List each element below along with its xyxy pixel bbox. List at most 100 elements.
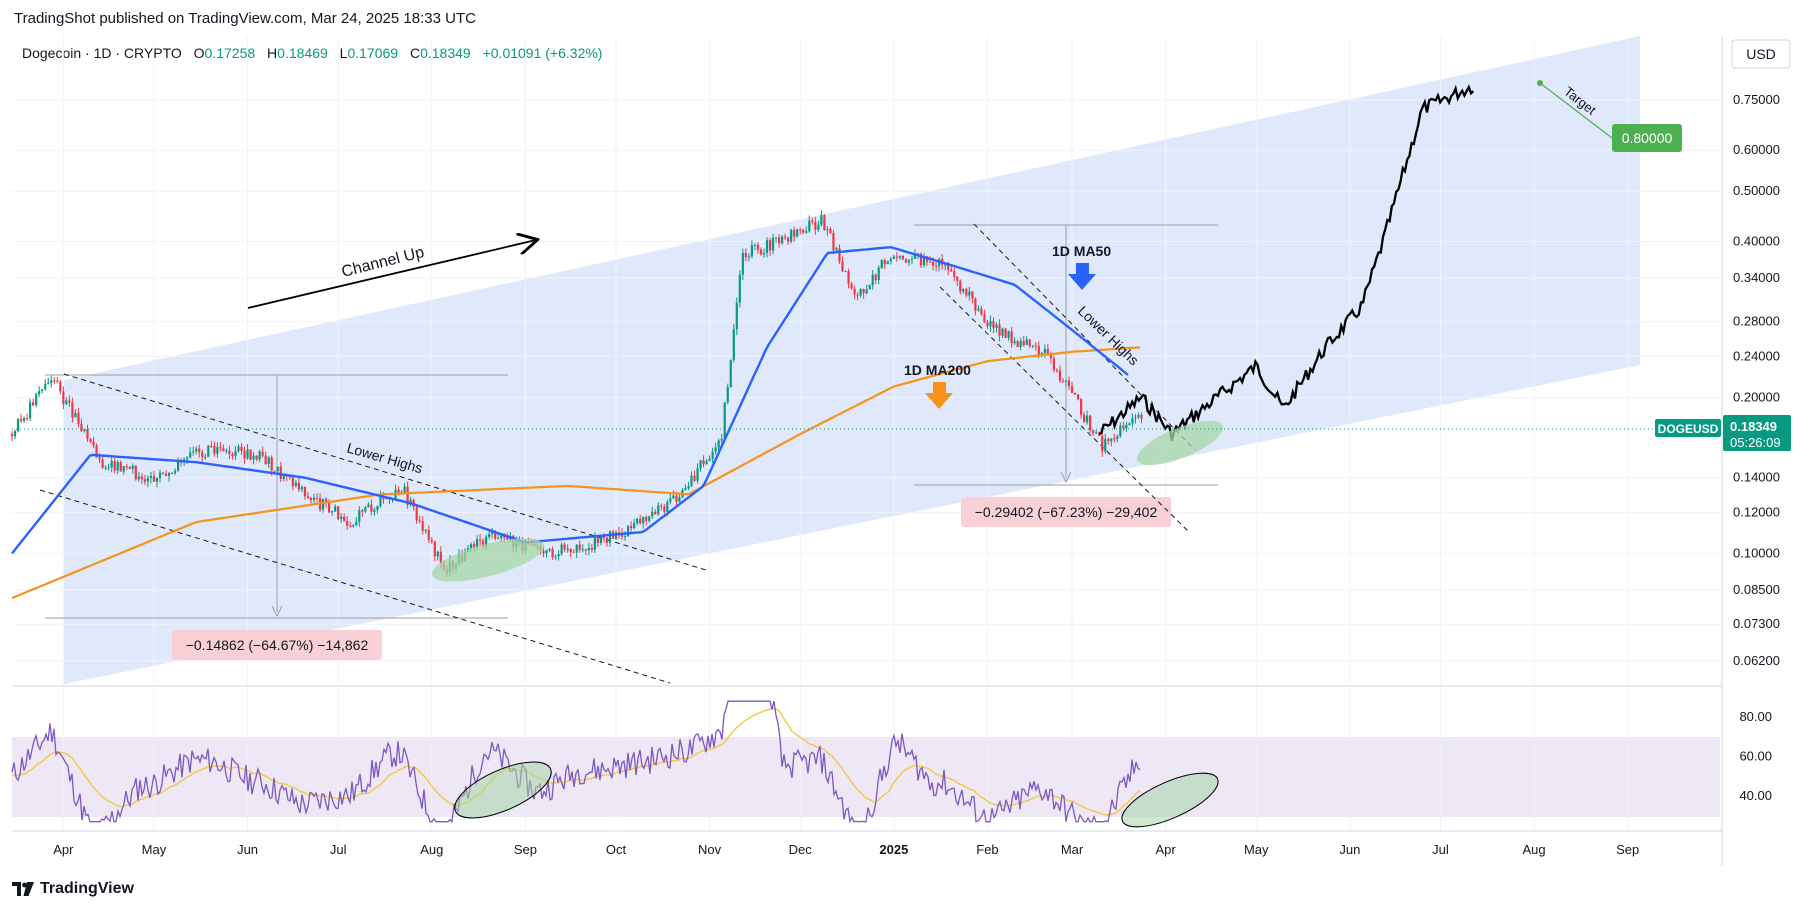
candle-body — [720, 439, 723, 441]
candle-body — [204, 456, 207, 458]
candle-body — [56, 380, 59, 382]
candle-body — [633, 523, 636, 529]
price-tick-label: 0.40000 — [1733, 233, 1780, 248]
candle-body — [195, 448, 198, 452]
candle-body — [735, 302, 738, 330]
candle-body — [965, 289, 968, 296]
candle-body — [1137, 414, 1140, 418]
time-tick-label: May — [1244, 842, 1269, 857]
candle-body — [548, 548, 551, 551]
accumulation-ellipse-2[interactable] — [1132, 412, 1229, 474]
candle-body — [1004, 328, 1007, 338]
rsi-axis-labels: 80.00 60.00 40.00 — [1739, 709, 1772, 803]
rsi-ma-line[interactable] — [11, 707, 1141, 817]
channel-up-arrow[interactable] — [247, 240, 536, 309]
candle-body — [306, 496, 310, 498]
candle-body — [726, 387, 729, 403]
rsi-ellipse-1[interactable] — [447, 751, 558, 830]
time-tick-label: Aug — [420, 842, 443, 857]
ma50-arrow-icon — [1068, 263, 1096, 290]
time-tick-label: Feb — [976, 842, 998, 857]
candle-body — [433, 541, 436, 557]
candle-body — [669, 498, 672, 502]
candle-body — [572, 552, 575, 554]
candle-body — [234, 450, 237, 457]
candle-body — [1101, 435, 1104, 452]
candle-body — [1064, 380, 1068, 382]
projection-path[interactable] — [1098, 84, 1475, 441]
candle-body — [349, 525, 352, 527]
measure-tool-2[interactable]: −0.29402 (−67.23%) −29,402 — [914, 224, 1218, 527]
candle-body — [995, 324, 998, 328]
candle-body — [856, 294, 859, 296]
target-badge[interactable] — [1612, 124, 1682, 152]
candle-body — [47, 382, 50, 385]
price-candles — [10, 210, 1143, 577]
ma200-line[interactable] — [11, 346, 1141, 600]
price-axis-labels: 0.75000 0.60000 0.50000 0.40000 0.34000 0.280… — [1733, 92, 1780, 668]
candle-body — [1140, 414, 1143, 419]
candle-body — [128, 467, 131, 469]
candle-body — [651, 511, 654, 517]
candle-body — [1043, 348, 1046, 354]
candle-body — [258, 451, 261, 460]
candle-body — [1134, 417, 1137, 419]
candle-body — [488, 534, 491, 537]
candle-body — [324, 499, 328, 503]
candle-body — [850, 283, 853, 289]
accumulation-ellipse-1[interactable] — [428, 530, 548, 591]
candle-body — [771, 237, 775, 251]
candle-body — [125, 466, 128, 468]
price-tick-label: 0.12000 — [1733, 504, 1780, 519]
candle-body — [361, 510, 364, 512]
candle-body — [1055, 370, 1059, 372]
rsi-ellipse-2[interactable] — [1115, 762, 1225, 837]
candle-body — [657, 505, 660, 515]
candle-body — [781, 236, 784, 244]
candle-body — [817, 224, 820, 230]
time-tick-label: Oct — [606, 842, 627, 857]
candle-body — [865, 289, 868, 294]
time-tick-label: Jun — [1339, 842, 1360, 857]
candle-body — [578, 544, 581, 550]
candle-body — [953, 271, 956, 277]
candle-body — [1028, 339, 1031, 347]
candle-body — [379, 495, 382, 507]
measure-tool-1[interactable]: −0.14862 (−64.67%) −14,862 — [45, 374, 508, 660]
candle-body — [276, 466, 279, 472]
candle-body — [738, 274, 741, 303]
candle-body — [883, 259, 886, 265]
candle-body — [729, 360, 732, 388]
candle-body — [563, 544, 566, 550]
currency-button[interactable] — [1731, 39, 1791, 69]
candle-body — [264, 455, 267, 465]
candle-body — [799, 229, 802, 231]
ma50-line[interactable] — [11, 245, 1129, 555]
candle-body — [765, 240, 769, 254]
candle-body — [50, 380, 53, 383]
rsi-line[interactable] — [11, 700, 1141, 824]
candle-body — [753, 244, 757, 246]
target-line[interactable] — [1539, 82, 1613, 139]
candle-body — [687, 486, 690, 489]
candle-body — [1031, 345, 1034, 347]
candle-body — [1086, 415, 1089, 423]
candle-body — [86, 429, 89, 439]
candle-body — [805, 231, 808, 233]
candle-body — [273, 470, 276, 472]
candle-body — [626, 526, 630, 537]
candle-body — [1119, 425, 1122, 437]
symbol-label[interactable]: Dogecoin · 1D · CRYPTO — [22, 45, 182, 61]
candle-body — [491, 531, 494, 535]
candle-body — [59, 381, 62, 392]
tradingview-logo[interactable]: TradingView — [12, 880, 134, 898]
candle-body — [303, 486, 307, 497]
candle-body — [1025, 339, 1028, 345]
candle-body — [246, 449, 249, 459]
candle-body — [898, 255, 901, 258]
candle-body — [886, 261, 889, 265]
candle-body — [101, 459, 104, 468]
candle-body — [38, 390, 41, 395]
candle-body — [557, 553, 560, 557]
